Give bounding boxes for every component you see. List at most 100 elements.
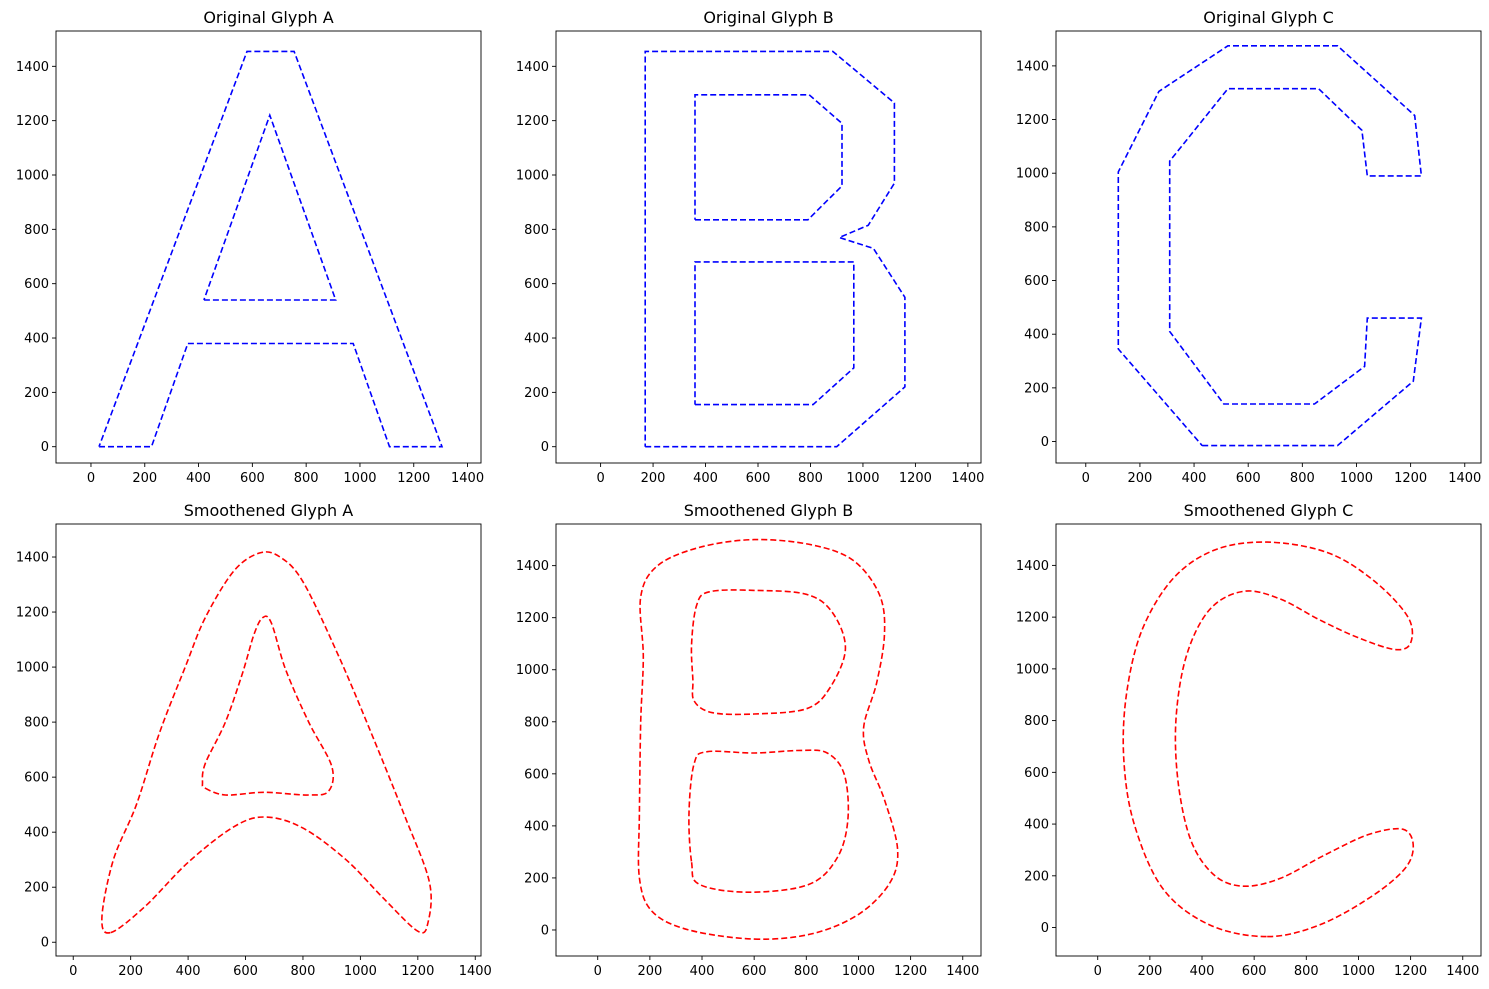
y-tick-label: 600 (524, 277, 549, 292)
x-tick-label: 400 (176, 964, 201, 979)
x-tick-label: 400 (690, 964, 715, 979)
y-tick-label: 400 (24, 332, 49, 347)
subplot-title: Smoothened Glyph C (1184, 501, 1354, 520)
y-tick-label: 1200 (16, 606, 49, 621)
subplot-title: Original Glyph B (703, 8, 833, 27)
glyph-contour-2 (201, 615, 335, 796)
x-tick-label: 600 (742, 964, 767, 979)
x-tick-label: 0 (1082, 471, 1090, 486)
y-tick-label: 600 (524, 767, 549, 782)
subplot-6: Smoothened Glyph C 0 200 400 600 800 1000 1200 1… (1016, 501, 1482, 979)
x-tick-label: 600 (233, 964, 258, 979)
x-tick-label: 1200 (1394, 964, 1427, 979)
y-tick-label: 600 (24, 277, 49, 292)
y-tick-label: 1400 (1016, 59, 1049, 74)
y-tick-label: 1200 (1016, 113, 1049, 128)
glyph-contour-3 (694, 94, 843, 221)
y-tick-label: 200 (524, 386, 549, 401)
y-tick-label: 400 (1024, 818, 1049, 833)
x-tick-label: 1000 (343, 471, 376, 486)
y-tick-label: 800 (1024, 714, 1049, 729)
x-tick-label: 800 (291, 964, 316, 979)
subplot-title: Original Glyph A (203, 8, 333, 27)
x-tick-label: 1200 (401, 964, 434, 979)
x-tick-label: 0 (594, 964, 602, 979)
x-tick-label: 1000 (846, 471, 879, 486)
x-tick-label: 1200 (397, 471, 430, 486)
y-tick-label: 400 (524, 819, 549, 834)
plot-frame (1055, 523, 1482, 957)
glyph-contour-1 (1122, 541, 1415, 938)
x-tick-label: 200 (641, 471, 666, 486)
subplot-5: Smoothened Glyph B 0 200 400 600 800 1000 1200 1… (516, 501, 982, 979)
subplot-4: Smoothened Glyph A 0 200 400 600 800 1000 1200 1… (16, 501, 492, 979)
x-tick-label: 800 (1290, 471, 1315, 486)
y-tick-label: 0 (541, 440, 549, 455)
y-tick-label: 200 (1024, 381, 1049, 396)
y-tick-label: 400 (1024, 328, 1049, 343)
glyph-contour-1 (1117, 45, 1423, 447)
x-tick-label: 600 (240, 471, 265, 486)
x-tick-label: 1400 (1446, 964, 1479, 979)
y-tick-label: 0 (1041, 435, 1049, 450)
x-tick-label: 800 (794, 964, 819, 979)
x-tick-label: 0 (1094, 964, 1102, 979)
x-tick-label: 800 (294, 471, 319, 486)
y-tick-label: 600 (1024, 766, 1049, 781)
y-tick-label: 400 (524, 332, 549, 347)
subplot-1: Original Glyph A 0 200 400 600 800 1000 1200 140… (16, 8, 484, 486)
y-tick-label: 1200 (1016, 611, 1049, 626)
glyph-contour-3 (690, 589, 847, 716)
glyph-contour-2 (203, 112, 337, 301)
x-tick-label: 200 (637, 964, 662, 979)
x-tick-label: 400 (693, 471, 718, 486)
y-tick-label: 1200 (16, 114, 49, 129)
x-tick-label: 1400 (459, 964, 492, 979)
plot-frame (555, 30, 982, 464)
x-tick-label: 1400 (1448, 471, 1481, 486)
plot-frame (55, 30, 482, 464)
y-tick-label: 1400 (516, 559, 549, 574)
glyph-contour-1 (637, 538, 899, 941)
x-tick-label: 800 (798, 471, 823, 486)
x-tick-label: 200 (132, 471, 157, 486)
x-tick-label: 200 (1128, 471, 1153, 486)
x-tick-label: 200 (118, 964, 143, 979)
x-tick-label: 0 (87, 471, 95, 486)
x-tick-label: 1000 (1342, 964, 1375, 979)
y-tick-label: 800 (524, 223, 549, 238)
y-tick-label: 800 (24, 716, 49, 731)
y-tick-label: 200 (1024, 869, 1049, 884)
y-tick-label: 600 (24, 771, 49, 786)
plot-frame (555, 523, 982, 957)
glyph-contour-1 (101, 551, 432, 934)
x-tick-label: 1000 (1340, 471, 1373, 486)
y-tick-label: 400 (24, 826, 49, 841)
y-tick-label: 200 (24, 386, 49, 401)
y-tick-label: 1200 (516, 114, 549, 129)
y-tick-label: 0 (41, 936, 49, 951)
y-tick-label: 1400 (16, 551, 49, 566)
x-tick-label: 1400 (451, 471, 484, 486)
x-tick-label: 800 (1294, 964, 1319, 979)
x-tick-label: 400 (186, 471, 211, 486)
x-tick-label: 600 (1236, 471, 1261, 486)
x-tick-label: 0 (69, 964, 77, 979)
y-tick-label: 1000 (16, 661, 49, 676)
x-tick-label: 1400 (946, 964, 979, 979)
glyph-contour-1 (98, 50, 444, 448)
y-tick-label: 0 (1041, 921, 1049, 936)
y-tick-label: 600 (1024, 274, 1049, 289)
x-tick-label: 600 (746, 471, 771, 486)
plot-frame (1055, 30, 1482, 464)
subplot-title: Smoothened Glyph B (684, 501, 853, 520)
x-tick-label: 600 (1242, 964, 1267, 979)
y-tick-label: 800 (524, 715, 549, 730)
y-tick-label: 1400 (1016, 559, 1049, 574)
glyph-contour-2 (688, 749, 850, 894)
y-tick-label: 1400 (16, 60, 49, 75)
y-tick-label: 200 (524, 871, 549, 886)
plot-frame (55, 523, 482, 957)
subplot-2: Original Glyph B 0 200 400 600 800 1000 1200 140… (516, 8, 985, 486)
